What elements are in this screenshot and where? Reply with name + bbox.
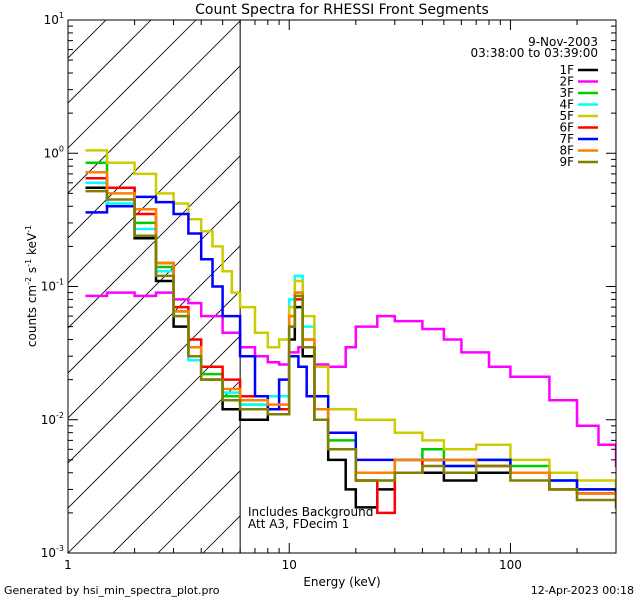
annotation-attenuator: Att A3, FDecim 1 (248, 517, 349, 531)
hatch-line (68, 65, 241, 239)
series-line-6f (85, 176, 616, 515)
legend-label-3f: 3F (559, 86, 574, 100)
x-tick-label: 100 (499, 558, 522, 572)
hatch-line (68, 20, 197, 149)
legend-label-6f: 6F (559, 121, 574, 135)
hatch-line (68, 380, 241, 553)
legend-label-7f: 7F (559, 132, 574, 146)
hatch-line (68, 335, 241, 509)
date-label: 9-Nov-2003 (528, 35, 598, 49)
legend-label-5f: 5F (559, 109, 574, 123)
hatch-line (68, 200, 241, 374)
legend-label-4f: 4F (559, 98, 574, 112)
x-tick-label: 10 (282, 558, 297, 572)
y-tick-label: 10-3 (41, 544, 64, 560)
footer-timestamp: 12-Apr-2023 00:18 (531, 584, 634, 597)
hatch-line (68, 20, 241, 194)
series-line-9f (85, 189, 616, 509)
time-range-label: 03:38:00 to 03:39:00 (471, 46, 598, 60)
hatch-region (68, 20, 241, 553)
x-tick-label: 1 (64, 558, 72, 572)
legend-label-9f: 9F (559, 155, 574, 169)
y-axis-ticks: 10-3 10-2 10-1 100 101 (41, 11, 616, 560)
hatch-line (112, 425, 241, 553)
y-tick-label: 100 (44, 144, 64, 160)
footer-generator: Generated by hsi_min_spectra_plot.pro (4, 584, 220, 597)
x-axis-label: Energy (keV) (303, 575, 380, 589)
x-axis-ticks: 1 10 100 (64, 20, 617, 572)
y-axis-label: counts cm-2 s-1 keV-1 (24, 225, 39, 347)
series-lines (85, 149, 616, 515)
hatch-line (68, 155, 241, 329)
y-tick-label: 10-1 (41, 278, 64, 294)
y-tick-label: 101 (44, 11, 64, 27)
hatch-line (68, 245, 241, 419)
y-tick-label: 10-2 (41, 411, 64, 427)
series-line-8f (85, 171, 616, 502)
series-line-2f (85, 291, 616, 468)
legend-label-2f: 2F (559, 75, 574, 89)
legend-label-8f: 8F (559, 144, 574, 158)
chart-title: Count Spectra for RHESSI Front Segments (195, 2, 489, 18)
annotation-background: Includes Background (248, 505, 373, 519)
legend-label-1f: 1F (559, 63, 574, 77)
series-line-1f (85, 186, 616, 509)
series-line-7f (85, 195, 616, 502)
